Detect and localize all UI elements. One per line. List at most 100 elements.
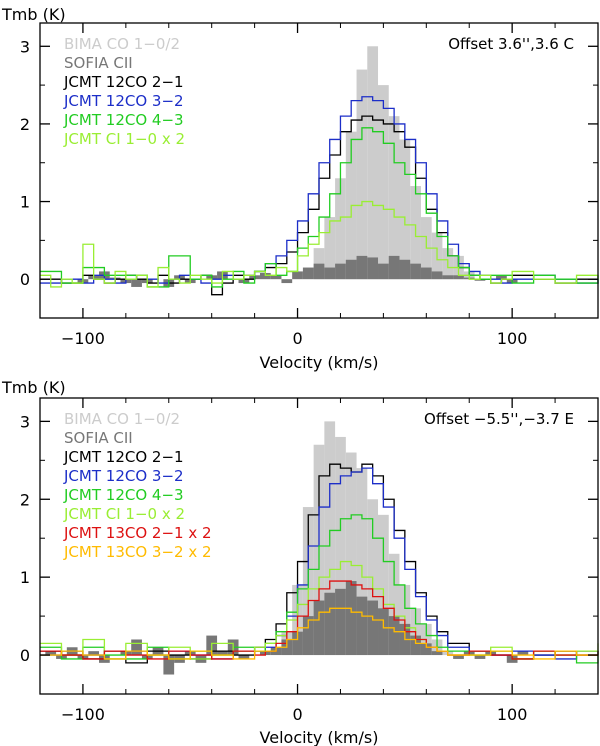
bar bbox=[345, 452, 357, 656]
bar bbox=[474, 279, 486, 281]
bar bbox=[378, 514, 389, 656]
bar bbox=[345, 259, 357, 280]
bar bbox=[378, 608, 389, 656]
bar bbox=[313, 600, 325, 656]
bar bbox=[163, 655, 175, 675]
bar bbox=[335, 178, 346, 280]
bar bbox=[335, 588, 346, 656]
bar bbox=[517, 651, 529, 656]
y-tick-label: 3 bbox=[20, 412, 30, 431]
bar bbox=[131, 279, 142, 287]
x-tick-label: 0 bbox=[292, 705, 302, 724]
chart-panel-bottom: −100 0 100 0 1 2 3 Tmb (K) Velocity (km/s) Offset… bbox=[1, 378, 599, 746]
y-axis-title: Tmb (K) bbox=[1, 5, 66, 24]
bar bbox=[431, 271, 443, 280]
plot-area bbox=[40, 46, 599, 296]
bar bbox=[453, 655, 464, 659]
y-tick-label: 0 bbox=[20, 646, 30, 665]
bar bbox=[324, 267, 336, 280]
bar bbox=[302, 267, 314, 280]
legend-entry: BIMA CO 1−0/2 bbox=[64, 410, 180, 428]
series-jcmt-12co-4-3 bbox=[40, 127, 599, 288]
bar bbox=[335, 263, 346, 280]
y-axis-title: Tmb (K) bbox=[1, 378, 66, 397]
bar bbox=[45, 651, 57, 656]
bar bbox=[410, 263, 421, 280]
bar bbox=[378, 263, 389, 280]
y-tick-label: 2 bbox=[20, 490, 30, 509]
x-tick-label: 0 bbox=[292, 329, 302, 348]
x-tick-label: 100 bbox=[497, 705, 528, 724]
bar bbox=[378, 85, 389, 280]
bar bbox=[324, 592, 336, 656]
y-tick-label: 1 bbox=[20, 568, 30, 587]
bar bbox=[302, 616, 314, 656]
bar bbox=[356, 69, 368, 280]
y-tick-label: 3 bbox=[20, 37, 30, 56]
bar bbox=[356, 255, 368, 280]
bar bbox=[131, 639, 142, 656]
offset-annotation: Offset 3.6'',3.6 C bbox=[448, 35, 574, 53]
plot-area bbox=[40, 421, 599, 675]
bar bbox=[217, 651, 228, 656]
bar bbox=[367, 600, 379, 656]
legend-entry: JCMT 13CO 3−2 x 2 bbox=[63, 543, 212, 561]
bar bbox=[399, 259, 411, 280]
bar bbox=[313, 263, 325, 280]
legend-entry: JCMT 12CO 2−1 bbox=[63, 448, 184, 466]
chart-panel-top: −100 0 100 0 1 2 3 Tmb (K) Velocity (km/s) Offset… bbox=[1, 5, 599, 372]
bar bbox=[281, 279, 293, 284]
bar bbox=[388, 255, 400, 280]
y-tick-label: 0 bbox=[20, 270, 30, 289]
bar bbox=[410, 635, 421, 656]
x-axis-title: Velocity (km/s) bbox=[260, 353, 379, 372]
bar bbox=[335, 436, 346, 656]
plot-frame bbox=[39, 397, 599, 695]
bar bbox=[388, 116, 400, 280]
bar bbox=[453, 275, 464, 280]
bar bbox=[367, 257, 379, 280]
y-tick-label: 2 bbox=[20, 115, 30, 134]
series-jcmt-13co-3-2-x-2 bbox=[40, 607, 598, 660]
bar bbox=[259, 272, 271, 280]
bar bbox=[356, 596, 368, 656]
x-tick-label: −100 bbox=[61, 329, 105, 348]
bar bbox=[292, 631, 303, 656]
x-axis-title: Velocity (km/s) bbox=[260, 728, 379, 746]
plot-frame bbox=[39, 22, 599, 319]
legend-entry: JCMT CI 1−0 x 2 bbox=[63, 130, 185, 148]
bar bbox=[270, 275, 282, 280]
bar bbox=[399, 139, 411, 280]
offset-annotation: Offset −5.5'',−3.7 E bbox=[424, 410, 574, 428]
bar bbox=[431, 651, 443, 656]
legend-entry: SOFIA CII bbox=[64, 54, 133, 72]
bar bbox=[345, 581, 357, 656]
bar bbox=[324, 217, 336, 280]
y-tick-label: 1 bbox=[20, 193, 30, 212]
x-tick-label: −100 bbox=[61, 705, 105, 724]
bar bbox=[420, 267, 432, 280]
bar bbox=[442, 275, 454, 280]
legend-entry: JCMT 13CO 2−1 x 2 bbox=[63, 524, 212, 542]
bar bbox=[88, 651, 100, 656]
bar bbox=[388, 616, 400, 656]
series-jcmt-ci-1-0-x-2 bbox=[40, 200, 599, 288]
legend-entry: JCMT 12CO 3−2 bbox=[63, 92, 184, 110]
legend-entry: JCMT CI 1−0 x 2 bbox=[63, 505, 185, 523]
bar bbox=[356, 468, 368, 656]
bar bbox=[496, 275, 507, 280]
x-tick-label: 100 bbox=[497, 329, 528, 348]
bar bbox=[420, 643, 432, 656]
legend-entry: JCMT 12CO 2−1 bbox=[63, 73, 184, 91]
bar bbox=[367, 46, 379, 280]
legend-entry: JCMT 12CO 3−2 bbox=[63, 467, 184, 485]
bar bbox=[238, 655, 250, 659]
legend-entry: BIMA CO 1−0/2 bbox=[64, 35, 180, 53]
bar bbox=[474, 655, 486, 659]
legend-entry: JCMT 12CO 4−3 bbox=[63, 486, 184, 504]
legend-entry: JCMT 12CO 4−3 bbox=[63, 111, 184, 129]
bar bbox=[292, 271, 303, 280]
